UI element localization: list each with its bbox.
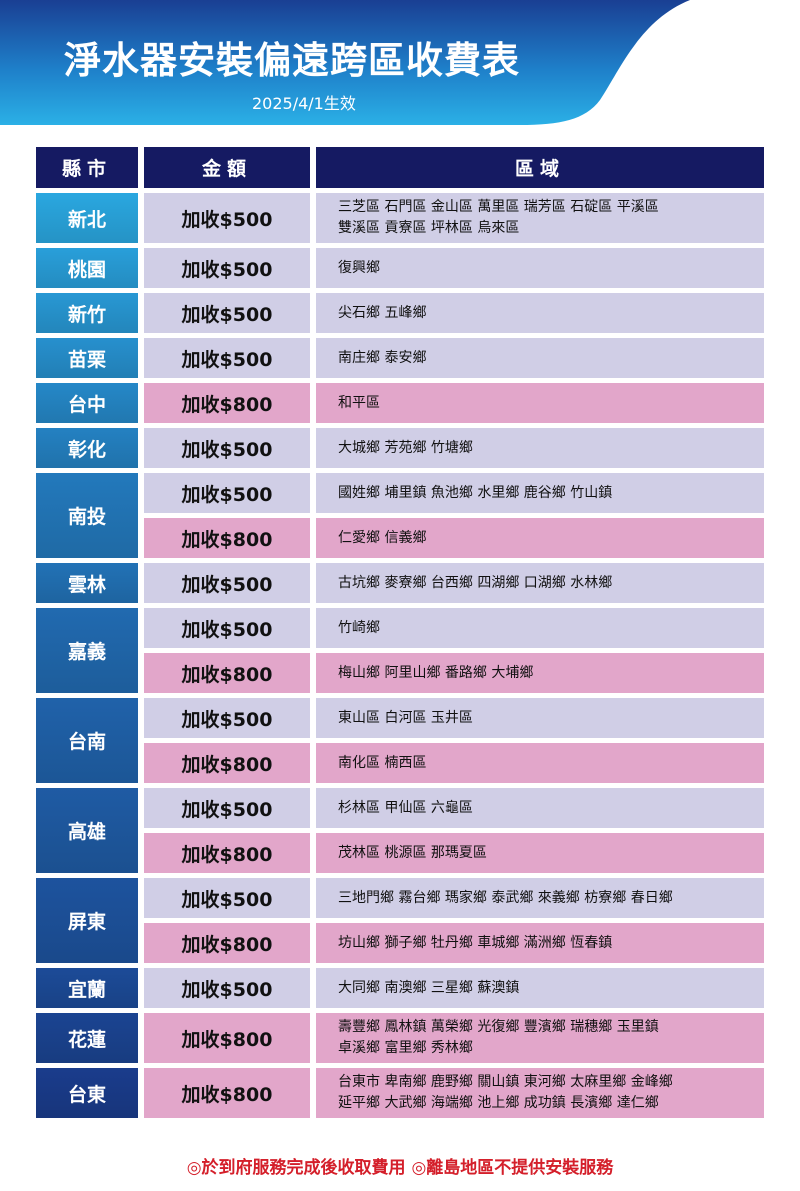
areas-cell: 東山區 白河區 玉井區 — [316, 698, 764, 738]
county-cell: 南投 — [36, 473, 138, 558]
areas-cell: 台東市 卑南鄉 鹿野鄉 關山鎮 東河鄉 太麻里鄉 金峰鄉 延平鄉 大武鄉 海端鄉… — [316, 1068, 764, 1118]
areas-cell: 大城鄉 芳苑鄉 竹塘鄉 — [316, 428, 764, 468]
areas-cell: 坊山鄉 獅子鄉 牡丹鄉 車城鄉 滿洲鄉 恆春鎮 — [316, 923, 764, 963]
areas-cell: 梅山鄉 阿里山鄉 番路鄉 大埔鄉 — [316, 653, 764, 693]
fee-cell: 加收$500 — [144, 193, 310, 243]
fee-cell: 加收$500 — [144, 293, 310, 333]
column-header-areas: 區域 — [316, 147, 764, 188]
fee-cell: 加收$500 — [144, 788, 310, 828]
county-cell: 彰化 — [36, 428, 138, 468]
fee-table: 縣市 金額 區域 新北 加收$500 三芝區 石門區 金山區 萬里區 瑞芳區 石碇區… — [36, 147, 764, 1118]
fee-cell: 加收$800 — [144, 1068, 310, 1118]
column-header-fee: 金額 — [144, 147, 310, 188]
areas-cell: 茂林區 桃源區 那瑪夏區 — [316, 833, 764, 873]
areas-cell: 仁愛鄉 信義鄉 — [316, 518, 764, 558]
areas-cell: 三芝區 石門區 金山區 萬里區 瑞芳區 石碇區 平溪區 雙溪區 貢寮區 坪林區 … — [316, 193, 764, 243]
fee-cell: 加收$800 — [144, 743, 310, 783]
fee-cell: 加收$500 — [144, 878, 310, 918]
fee-cell: 加收$800 — [144, 383, 310, 423]
areas-cell: 三地門鄉 霧台鄉 瑪家鄉 泰武鄉 來義鄉 枋寮鄉 春日鄉 — [316, 878, 764, 918]
county-cell: 台中 — [36, 383, 138, 423]
county-cell: 新竹 — [36, 293, 138, 333]
fee-cell: 加收$500 — [144, 338, 310, 378]
areas-cell: 和平區 — [316, 383, 764, 423]
fee-cell: 加收$500 — [144, 608, 310, 648]
column-header-county: 縣市 — [36, 147, 138, 188]
county-cell: 新北 — [36, 193, 138, 243]
areas-cell: 復興鄉 — [316, 248, 764, 288]
effective-date: 2025/4/1生效 — [252, 94, 356, 113]
areas-cell: 南化區 楠西區 — [316, 743, 764, 783]
fee-cell: 加收$800 — [144, 833, 310, 873]
fee-cell: 加收$800 — [144, 653, 310, 693]
county-cell: 高雄 — [36, 788, 138, 873]
county-cell: 台南 — [36, 698, 138, 783]
areas-cell: 尖石鄉 五峰鄉 — [316, 293, 764, 333]
fee-cell: 加收$500 — [144, 698, 310, 738]
county-cell: 苗栗 — [36, 338, 138, 378]
footer-note: ◎於到府服務完成後收取費用 ◎離島地區不提供安裝服務 — [186, 1158, 614, 1178]
fee-cell: 加收$800 — [144, 518, 310, 558]
fee-cell: 加收$500 — [144, 563, 310, 603]
areas-cell: 國姓鄉 埔里鎮 魚池鄉 水里鄉 鹿谷鄉 竹山鎮 — [316, 473, 764, 513]
areas-cell: 壽豐鄉 鳳林鎮 萬榮鄉 光復鄉 豐濱鄉 瑞穗鄉 玉里鎮 卓溪鄉 富里鄉 秀林鄉 — [316, 1013, 764, 1063]
areas-cell: 大同鄉 南澳鄉 三星鄉 蘇澳鎮 — [316, 968, 764, 1008]
county-cell: 嘉義 — [36, 608, 138, 693]
fee-cell: 加收$500 — [144, 968, 310, 1008]
county-cell: 雲林 — [36, 563, 138, 603]
areas-cell: 南庄鄉 泰安鄉 — [316, 338, 764, 378]
county-cell: 宜蘭 — [36, 968, 138, 1008]
fee-cell: 加收$800 — [144, 923, 310, 963]
areas-cell: 杉林區 甲仙區 六龜區 — [316, 788, 764, 828]
fee-cell: 加收$500 — [144, 473, 310, 513]
areas-cell: 古坑鄉 麥寮鄉 台西鄉 四湖鄉 口湖鄉 水林鄉 — [316, 563, 764, 603]
fee-cell: 加收$500 — [144, 248, 310, 288]
fee-cell: 加收$800 — [144, 1013, 310, 1063]
county-cell: 桃園 — [36, 248, 138, 288]
county-cell: 花蓮 — [36, 1013, 138, 1063]
county-cell: 台東 — [36, 1068, 138, 1118]
county-cell: 屏東 — [36, 878, 138, 963]
page-title: 淨水器安裝偏遠跨區收費表 — [64, 39, 520, 82]
header-banner — [0, 0, 690, 125]
fee-cell: 加收$500 — [144, 428, 310, 468]
areas-cell: 竹崎鄉 — [316, 608, 764, 648]
